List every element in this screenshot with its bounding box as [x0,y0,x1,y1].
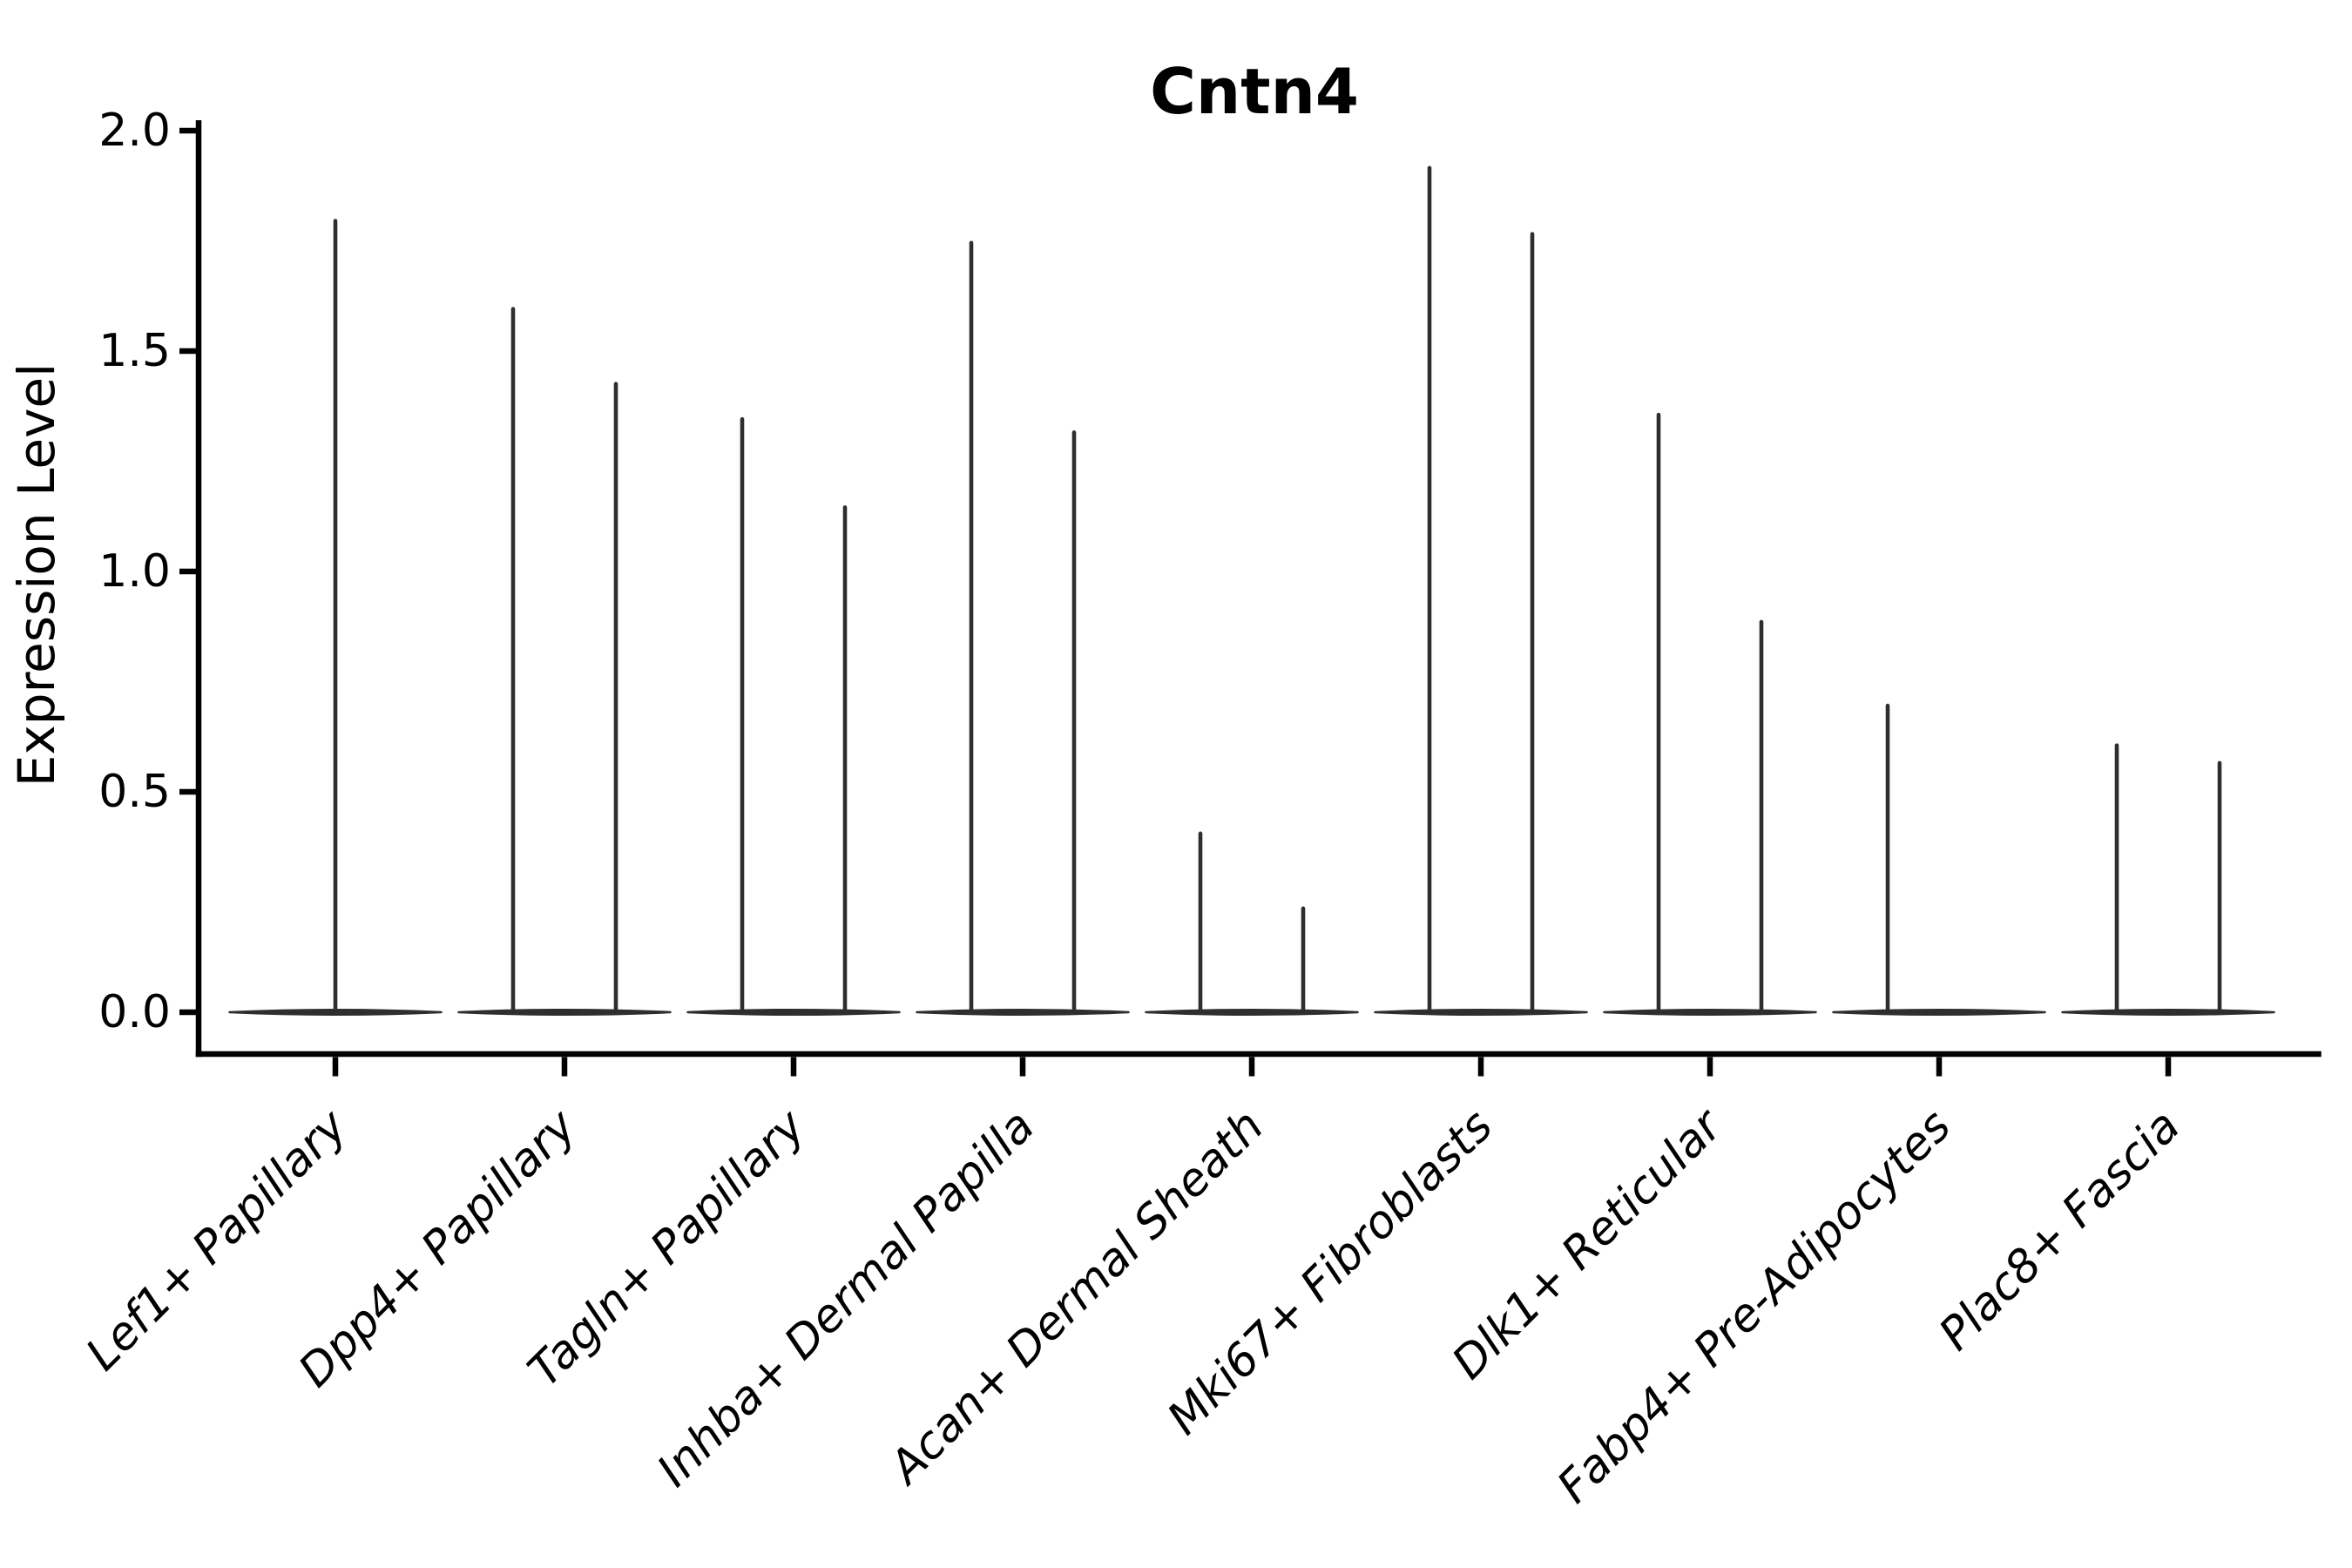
x-tick-mark [790,1057,797,1077]
violin-base [916,1008,1130,1017]
x-axis-ticks [332,1057,2172,1077]
left-spine [195,120,202,1058]
y-tick-label: 1.5 [98,325,171,377]
y-tick-mark [179,568,199,575]
y-tick-label: 0.0 [98,986,171,1038]
violin-spike [613,382,618,1014]
violin-base [457,1008,672,1017]
violin-spike [510,307,516,1014]
violin-base [1832,1008,2046,1017]
x-category-label: Plac8+ Fascia [1930,1100,2190,1361]
x-category-label: Acan+ Dermal Sheath [878,1100,1274,1496]
x-tick-mark [1707,1057,1713,1077]
violin-spike [1759,619,1764,1014]
violin-spike [1656,412,1661,1015]
x-tick-mark [561,1057,568,1077]
y-tick-mark [179,348,199,355]
violin-spike [1885,703,1890,1014]
y-axis-label: Expression Level [7,363,66,787]
x-category-label: Fabp4+ Pre-Adipocytes [1548,1100,1962,1514]
x-tick-mark [1936,1057,1943,1077]
y-axis-ticks: 0.0 0.5 1.0 1.5 2.0 [98,105,199,1038]
violin-base [686,1008,901,1017]
bottom-spine [195,1051,2322,1058]
violin-spike [2114,743,2119,1014]
violin-spike [842,505,848,1014]
violin-spike [1301,906,1306,1014]
violin-spike [333,219,338,1014]
y-tick-mark [179,127,199,134]
x-tick-mark [1477,1057,1484,1077]
violin-base [2061,1008,2275,1017]
y-tick-mark [179,788,199,795]
violin-spike [1198,831,1203,1014]
y-tick-label: 2.0 [98,105,171,157]
x-tick-mark [332,1057,339,1077]
y-tick-mark [179,1009,199,1016]
violin-spike [1427,166,1432,1015]
x-category-label: Inhba+ Dermal Papilla [647,1100,1044,1497]
x-tick-mark [2165,1057,2172,1077]
y-tick-label: 1.0 [98,545,171,598]
violin-spike [740,416,745,1014]
violin-base [1603,1008,1817,1017]
violin-base [1374,1008,1588,1017]
x-tick-mark [1248,1057,1255,1077]
violins [228,166,2275,1017]
violin-spike [1530,232,1535,1014]
y-tick-label: 0.5 [98,766,171,818]
violin-base [1145,1008,1359,1017]
violin-spike [969,240,974,1014]
x-tick-mark [1019,1057,1026,1077]
chart-title: Cntn4 [1150,55,1359,128]
violin-spike [1071,430,1077,1015]
violin-spike [2217,760,2222,1014]
